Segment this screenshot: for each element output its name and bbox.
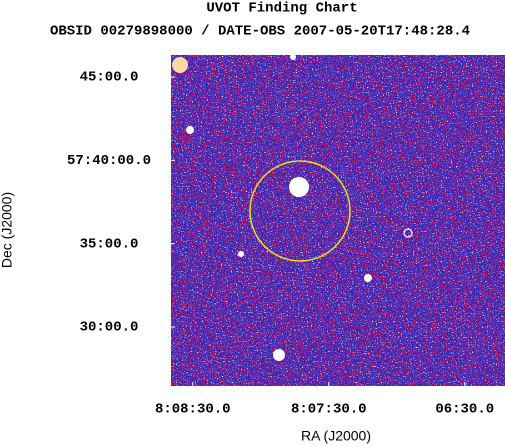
chart-subtitle: OBSID 00279898000 / DATE-OBS 2007-05-20T… <box>50 24 470 40</box>
y-tick-label: 35:00.0 <box>80 236 139 252</box>
target-marker <box>403 228 413 238</box>
image-background <box>171 55 505 386</box>
chart-title: UVOT Finding Chart <box>206 1 357 17</box>
y-tick-label: 45:00.0 <box>80 70 139 86</box>
bright-star <box>172 57 188 73</box>
x-tick-label: 8:07:30.0 <box>291 402 367 418</box>
y-tick-label: 30:00.0 <box>80 320 139 336</box>
bright-star <box>289 177 309 197</box>
star <box>238 251 244 257</box>
source-region <box>249 160 351 262</box>
y-tick-label: 57:40:00.0 <box>67 153 151 169</box>
y-axis-label: Dec (J2000) <box>0 192 15 268</box>
x-tick-label: 06:30.0 <box>435 402 494 418</box>
star <box>364 274 372 282</box>
star <box>290 54 296 60</box>
sky-image <box>171 54 505 386</box>
star <box>186 126 194 134</box>
x-tick-label: 8:08:30.0 <box>155 402 231 418</box>
x-axis-label: RA (J2000) <box>301 428 371 444</box>
bright-star <box>273 349 285 361</box>
